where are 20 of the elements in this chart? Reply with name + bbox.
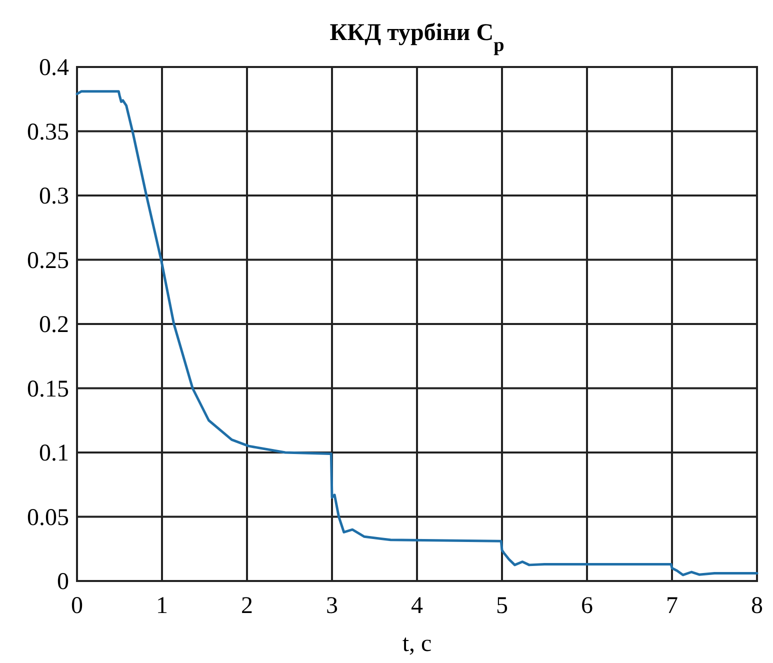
y-tick-label: 0.25: [27, 248, 69, 274]
y-tick-label: 0: [57, 569, 69, 595]
y-tick-label: 0.1: [39, 440, 69, 466]
x-tick-label: 2: [241, 593, 253, 619]
x-axis-title: t, с: [402, 631, 432, 657]
line-series: [76, 90, 758, 576]
y-tick-label: 0.3: [39, 184, 69, 210]
x-tick-label: 3: [326, 593, 338, 619]
y-tick-label: 0.15: [27, 376, 69, 402]
x-tick-label: 4: [411, 593, 423, 619]
chart-title: ККД турбіни C$_{p}$: [330, 20, 504, 56]
y-tick-label: 0.4: [39, 55, 69, 81]
y-tick-label: 0.05: [27, 504, 69, 531]
x-tick-label: 1: [156, 593, 168, 619]
x-tick-label: 7: [666, 593, 678, 619]
y-tick-label: 0.2: [39, 312, 69, 338]
y-tick-label: 0.35: [27, 119, 69, 146]
x-tick-label: 5: [496, 593, 508, 619]
x-tick-label: 6: [581, 593, 593, 619]
x-tick-label: 8: [751, 593, 763, 619]
